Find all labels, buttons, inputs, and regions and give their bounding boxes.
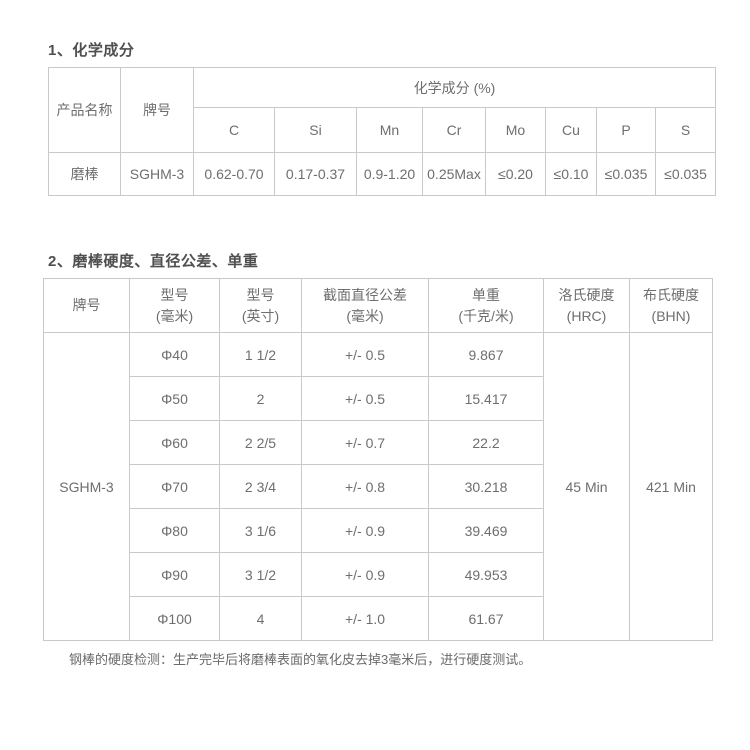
header-model-inch: 型号 (英寸): [219, 278, 302, 333]
cell-model-mm: Φ60: [129, 420, 220, 465]
cell-tolerance: +/- 0.9: [301, 552, 429, 597]
header-brinell-hardness: 布氏硬度 (BHN): [629, 278, 713, 333]
hardness-test-footnote: 钢棒的硬度检测：生产完毕后将磨棒表面的氧化皮去掉3毫米后，进行硬度测试。: [69, 652, 532, 667]
cell-model-mm: Φ40: [129, 332, 220, 377]
cell-model-inch: 3 1/2: [219, 552, 302, 597]
cell-si-value: 0.17-0.37: [274, 152, 357, 196]
cell-brinell-hardness: 421 Min: [629, 332, 713, 641]
cell-mn-value: 0.9-1.20: [356, 152, 423, 196]
header-element-mn: Mn: [356, 107, 423, 153]
header-element-cu: Cu: [545, 107, 597, 153]
cell-model-mm: Φ70: [129, 464, 220, 509]
cell-model-inch: 1 1/2: [219, 332, 302, 377]
cell-weight: 39.469: [428, 508, 544, 553]
header-diameter-tolerance: 截面直径公差 (毫米): [301, 278, 429, 333]
cell-model-mm: Φ100: [129, 596, 220, 641]
cell-model-mm: Φ80: [129, 508, 220, 553]
cell-model-inch: 2 3/4: [219, 464, 302, 509]
cell-tolerance: +/- 0.7: [301, 420, 429, 465]
cell-model-inch: 3 1/6: [219, 508, 302, 553]
header-element-mo: Mo: [485, 107, 546, 153]
header-unit-weight: 单重 (千克/米): [428, 278, 544, 333]
header-grade: 牌号: [43, 278, 130, 333]
section2-title: 2、磨棒硬度、直径公差、单重: [48, 253, 259, 270]
cell-tolerance: +/- 1.0: [301, 596, 429, 641]
cell-cu-value: ≤0.10: [545, 152, 597, 196]
cell-tolerance: +/- 0.9: [301, 508, 429, 553]
cell-model-mm: Φ50: [129, 376, 220, 421]
cell-product-name: 磨棒: [48, 152, 121, 196]
cell-s-value: ≤0.035: [654, 152, 717, 196]
header-element-c: C: [193, 107, 275, 153]
cell-weight: 49.953: [428, 552, 544, 597]
header-composition-group: 化学成分 (%): [192, 67, 717, 108]
cell-model-inch: 4: [219, 596, 302, 641]
chemical-composition-table: 产品名称 牌号 化学成分 (%) C Si Mn Cr Mo Cu P S 磨棒…: [48, 67, 717, 196]
header-element-p: P: [596, 107, 656, 153]
header-element-si: Si: [274, 107, 357, 153]
hardness-tolerance-weight-table: 牌号 型号 (毫米) 型号 (英寸) 截面直径公差 (毫米) 单重 (千克/米)…: [43, 278, 713, 641]
cell-weight: 61.67: [428, 596, 544, 641]
cell-tolerance: +/- 0.8: [301, 464, 429, 509]
header-grade: 牌号: [120, 67, 194, 153]
cell-model-inch: 2 2/5: [219, 420, 302, 465]
section1-title: 1、化学成分: [48, 42, 135, 59]
cell-mo-value: ≤0.20: [485, 152, 546, 196]
header-model-mm: 型号 (毫米): [129, 278, 220, 333]
cell-weight: 9.867: [428, 332, 544, 377]
cell-grade: SGHM-3: [43, 332, 130, 641]
cell-weight: 22.2: [428, 420, 544, 465]
cell-cr-value: 0.25Max: [422, 152, 486, 196]
cell-weight: 30.218: [428, 464, 544, 509]
header-product-name: 产品名称: [48, 67, 121, 153]
cell-c-value: 0.62-0.70: [193, 152, 275, 196]
cell-tolerance: +/- 0.5: [301, 376, 429, 421]
cell-model-mm: Φ90: [129, 552, 220, 597]
cell-model-inch: 2: [219, 376, 302, 421]
cell-grade: SGHM-3: [120, 152, 194, 196]
header-element-s: S: [654, 107, 717, 153]
header-element-cr: Cr: [422, 107, 486, 153]
cell-tolerance: +/- 0.5: [301, 332, 429, 377]
cell-rockwell-hardness: 45 Min: [543, 332, 630, 641]
header-rockwell-hardness: 洛氏硬度 (HRC): [543, 278, 630, 333]
cell-p-value: ≤0.035: [596, 152, 656, 196]
cell-weight: 15.417: [428, 376, 544, 421]
